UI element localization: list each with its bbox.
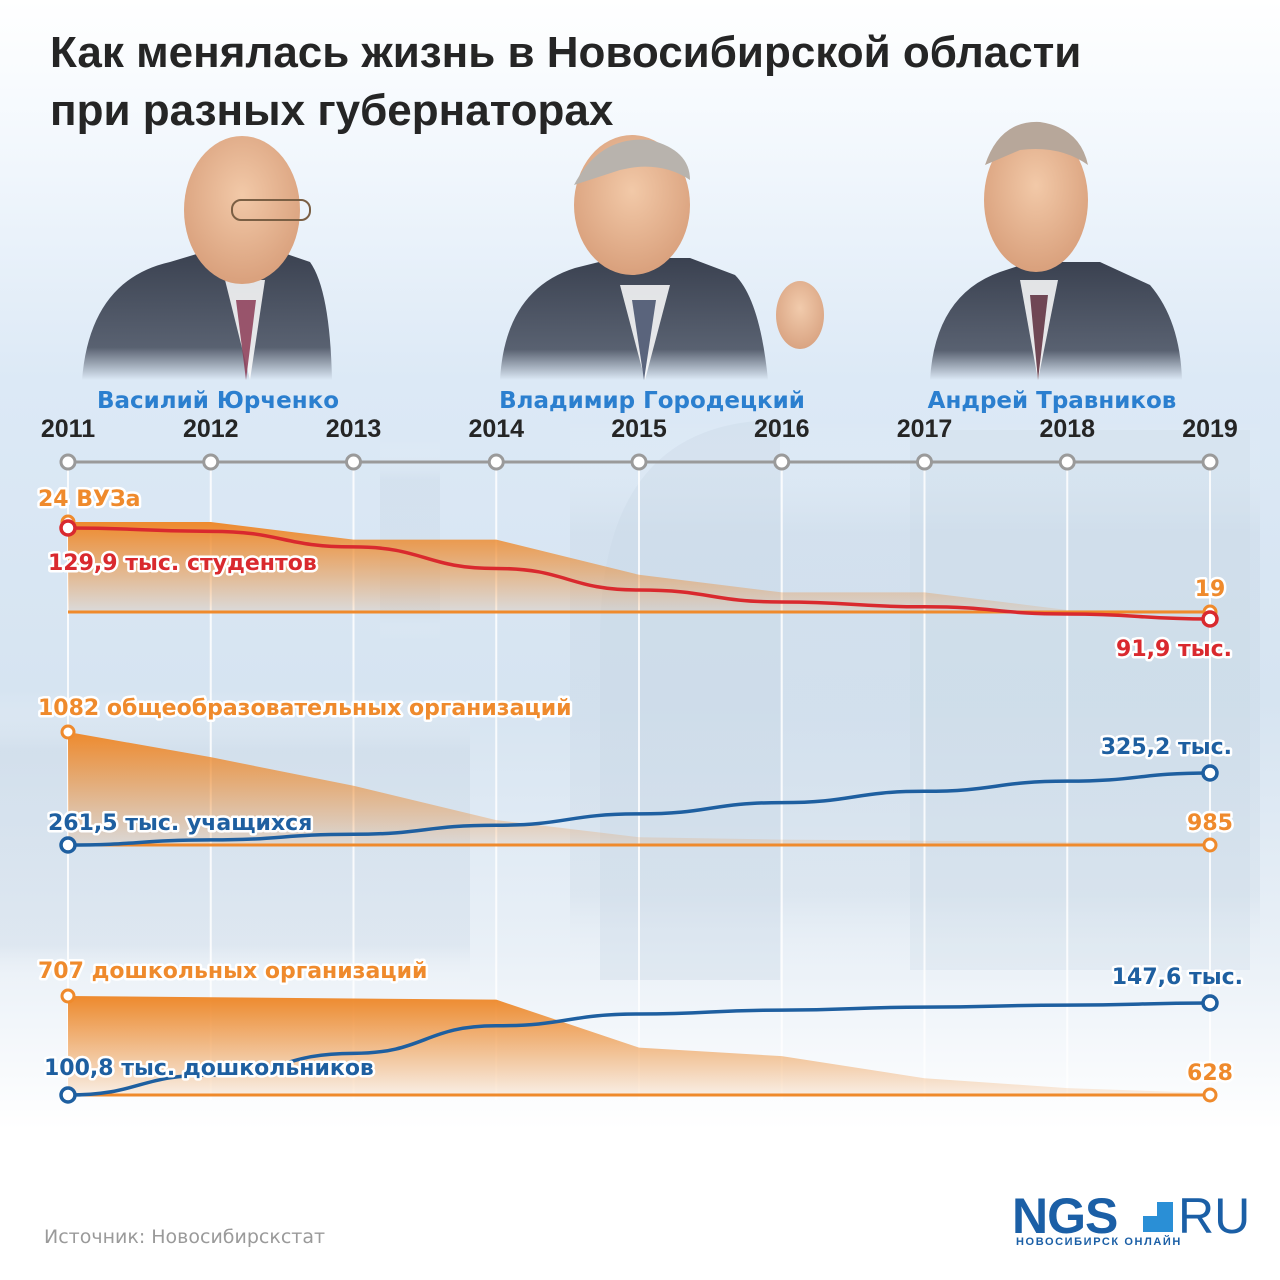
governor-name-2: Владимир Городецкий xyxy=(499,388,805,414)
line-start-point xyxy=(59,836,77,854)
chart-panels: 24 ВУЗа 19 129,9 тыс. студентов 91,9 тыс. 10… xyxy=(36,485,1246,1104)
line-label-end: 147,6 тыс. xyxy=(1112,965,1243,990)
year-marker xyxy=(630,453,648,471)
area-end-point xyxy=(1202,837,1218,853)
year-label: 2018 xyxy=(1039,415,1095,443)
panel-school: 1082 общеобразовательных организаций 985 2… xyxy=(36,694,1235,854)
logo-brand: NGS xyxy=(1012,1188,1118,1244)
year-label: 2014 xyxy=(468,415,524,443)
area-series-higher xyxy=(68,522,1210,612)
line-label-end: 325,2 тыс. xyxy=(1101,735,1232,760)
year-label: 2012 xyxy=(183,415,239,443)
year-label: 2015 xyxy=(611,415,667,443)
area-label-start: 1082 общеобразовательных организаций xyxy=(38,696,572,721)
ngs-logo: NGS RU НОВОСИБИРСК ОНЛАЙН xyxy=(1012,1188,1252,1254)
year-marker xyxy=(1058,453,1076,471)
title-line-1: Как менялась жизнь в Новосибирской облас… xyxy=(50,28,1082,77)
area-start-point xyxy=(60,724,76,740)
panel-higher: 24 ВУЗа 19 129,9 тыс. студентов 91,9 тыс. xyxy=(36,485,1235,665)
logo-square-icon xyxy=(1143,1202,1173,1232)
line-label-end: 91,9 тыс. xyxy=(1116,637,1232,662)
year-label: 2017 xyxy=(897,415,953,443)
page-title: Как менялась жизнь в Новосибирской облас… xyxy=(50,24,1230,140)
governor-photo-3 xyxy=(930,121,1182,380)
panel-preschool: 707 дошкольных организаций 628 100,8 тыс. … xyxy=(36,957,1246,1104)
year-marker xyxy=(1201,453,1219,471)
year-label: 2019 xyxy=(1182,415,1238,443)
year-marker xyxy=(773,453,791,471)
logo-domain: RU xyxy=(1178,1188,1251,1244)
governor-name-3: Андрей Травников xyxy=(928,388,1177,414)
line-series-preschool xyxy=(66,1001,1212,1097)
line-end-point xyxy=(1201,994,1219,1012)
area-label-end: 985 xyxy=(1187,811,1233,836)
area-label-start: 707 дошкольных организаций xyxy=(38,959,427,984)
line-label-start: 129,9 тыс. студентов xyxy=(48,551,317,576)
year-label: 2011 xyxy=(41,415,95,443)
year-label: 2013 xyxy=(326,415,382,443)
governor-photo-1 xyxy=(82,136,332,380)
line-start-point xyxy=(59,1086,77,1104)
area-label-start: 24 ВУЗа xyxy=(38,487,140,512)
line-series-school xyxy=(66,771,1212,847)
source-note: Источник: Новосибирскстат xyxy=(44,1226,326,1248)
year-marker xyxy=(202,453,220,471)
year-label: 2016 xyxy=(754,415,810,443)
area-series-school xyxy=(68,732,1210,845)
area-label-end: 628 xyxy=(1187,1061,1233,1086)
year-marker xyxy=(345,453,362,471)
line-label-start: 261,5 тыс. учащихся xyxy=(48,811,312,836)
area-series-preschool xyxy=(68,996,1210,1095)
area-end-point xyxy=(1202,1087,1218,1103)
line-end-point xyxy=(1201,610,1219,628)
governor-photo-2 xyxy=(500,135,824,380)
year-marker xyxy=(487,453,505,471)
title-line-2: при разных губернаторах xyxy=(50,86,614,135)
governor-name-1: Василий Юрченко xyxy=(97,388,339,414)
year-marker xyxy=(916,453,933,471)
line-label-start: 100,8 тыс. дошкольников xyxy=(44,1056,374,1081)
year-marker xyxy=(59,453,77,471)
area-label-end: 19 xyxy=(1195,577,1226,602)
area-start-point xyxy=(60,988,76,1004)
line-series-higher xyxy=(66,526,1212,621)
line-end-point xyxy=(1201,764,1219,782)
logo-subtitle: НОВОСИБИРСК ОНЛАЙН xyxy=(1016,1236,1182,1248)
line-start-point xyxy=(59,519,77,537)
